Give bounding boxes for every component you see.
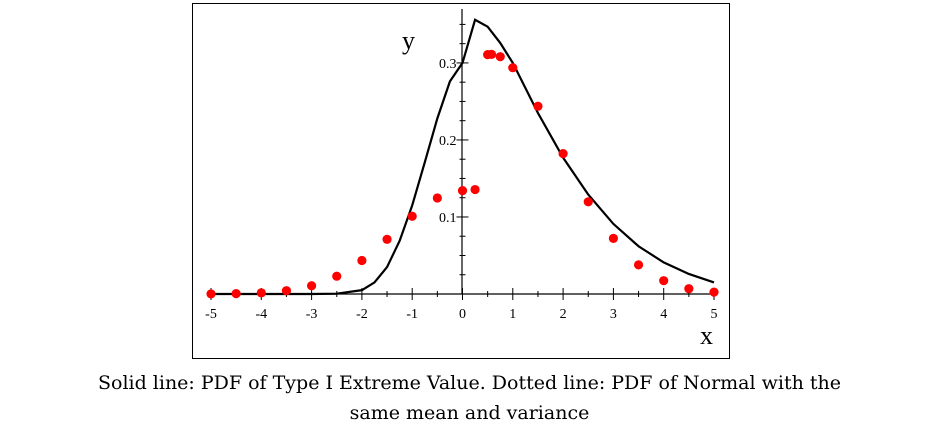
x-tick-label: -2 (356, 307, 368, 322)
y-tick-label: 0.2 (439, 134, 457, 149)
caption-line-1: Solid line: PDF of Type I Extreme Value.… (97, 372, 841, 394)
x-tick-label: -3 (306, 307, 318, 322)
dotted-series-point (558, 149, 568, 159)
dotted-series-point (684, 284, 694, 294)
chart-frame: -5 -4 -3 -2 -1 0 1 2 3 4 5 0.1 0.2 0.3 x y (192, 3, 730, 359)
dotted-series-point (709, 287, 719, 297)
dotted-series-point (231, 289, 241, 299)
dotted-series-point (486, 49, 497, 59)
y-tick-label: 0.3 (439, 57, 457, 72)
solid-series-line (211, 18, 715, 296)
x-tick-label: 4 (660, 307, 667, 322)
y-ticks (456, 23, 469, 276)
caption-line-2: same mean and variance (349, 402, 590, 424)
x-tick-label: 2 (560, 307, 567, 322)
x-axis-label: x (700, 321, 713, 350)
y-tick-label: 0.1 (439, 211, 457, 226)
dotted-series-point (633, 260, 644, 270)
dotted-series-point (357, 255, 367, 266)
dotted-series-point (495, 52, 505, 62)
y-axis-label: y (402, 26, 415, 55)
dotted-series-point (332, 271, 342, 281)
dotted-series-point (659, 276, 669, 286)
dotted-series-point (206, 289, 216, 299)
x-tick-label: 3 (610, 307, 617, 322)
dotted-series-point (533, 101, 543, 111)
x-tick-label: 5 (711, 307, 718, 322)
dotted-series-point (432, 193, 442, 203)
dotted-series-point (256, 288, 266, 298)
dotted-series-points (206, 49, 719, 299)
dotted-series-point (281, 286, 292, 296)
dotted-series-point (307, 281, 317, 291)
dotted-series-point (382, 234, 392, 244)
dotted-series-point (608, 233, 618, 243)
dotted-series-point (508, 63, 518, 73)
figure-caption: Solid line: PDF of Type I Extreme Value.… (0, 368, 939, 428)
x-tick-label: 1 (509, 307, 516, 322)
x-tick-label: -4 (255, 307, 267, 322)
dotted-series-point (583, 197, 593, 207)
dotted-series-point (457, 186, 468, 196)
dotted-series-point (470, 184, 480, 195)
x-tick-label: 0 (459, 307, 466, 322)
y-tick-labels: 0.1 0.2 0.3 (439, 57, 457, 226)
dotted-series-point (407, 211, 417, 221)
chart-plot: -5 -4 -3 -2 -1 0 1 2 3 4 5 0.1 0.2 0.3 x y (205, 9, 719, 350)
x-tick-label: -5 (205, 307, 217, 322)
x-tick-label: -1 (406, 307, 418, 322)
x-tick-labels: -5 -4 -3 -2 -1 0 1 2 3 4 5 (205, 307, 717, 322)
